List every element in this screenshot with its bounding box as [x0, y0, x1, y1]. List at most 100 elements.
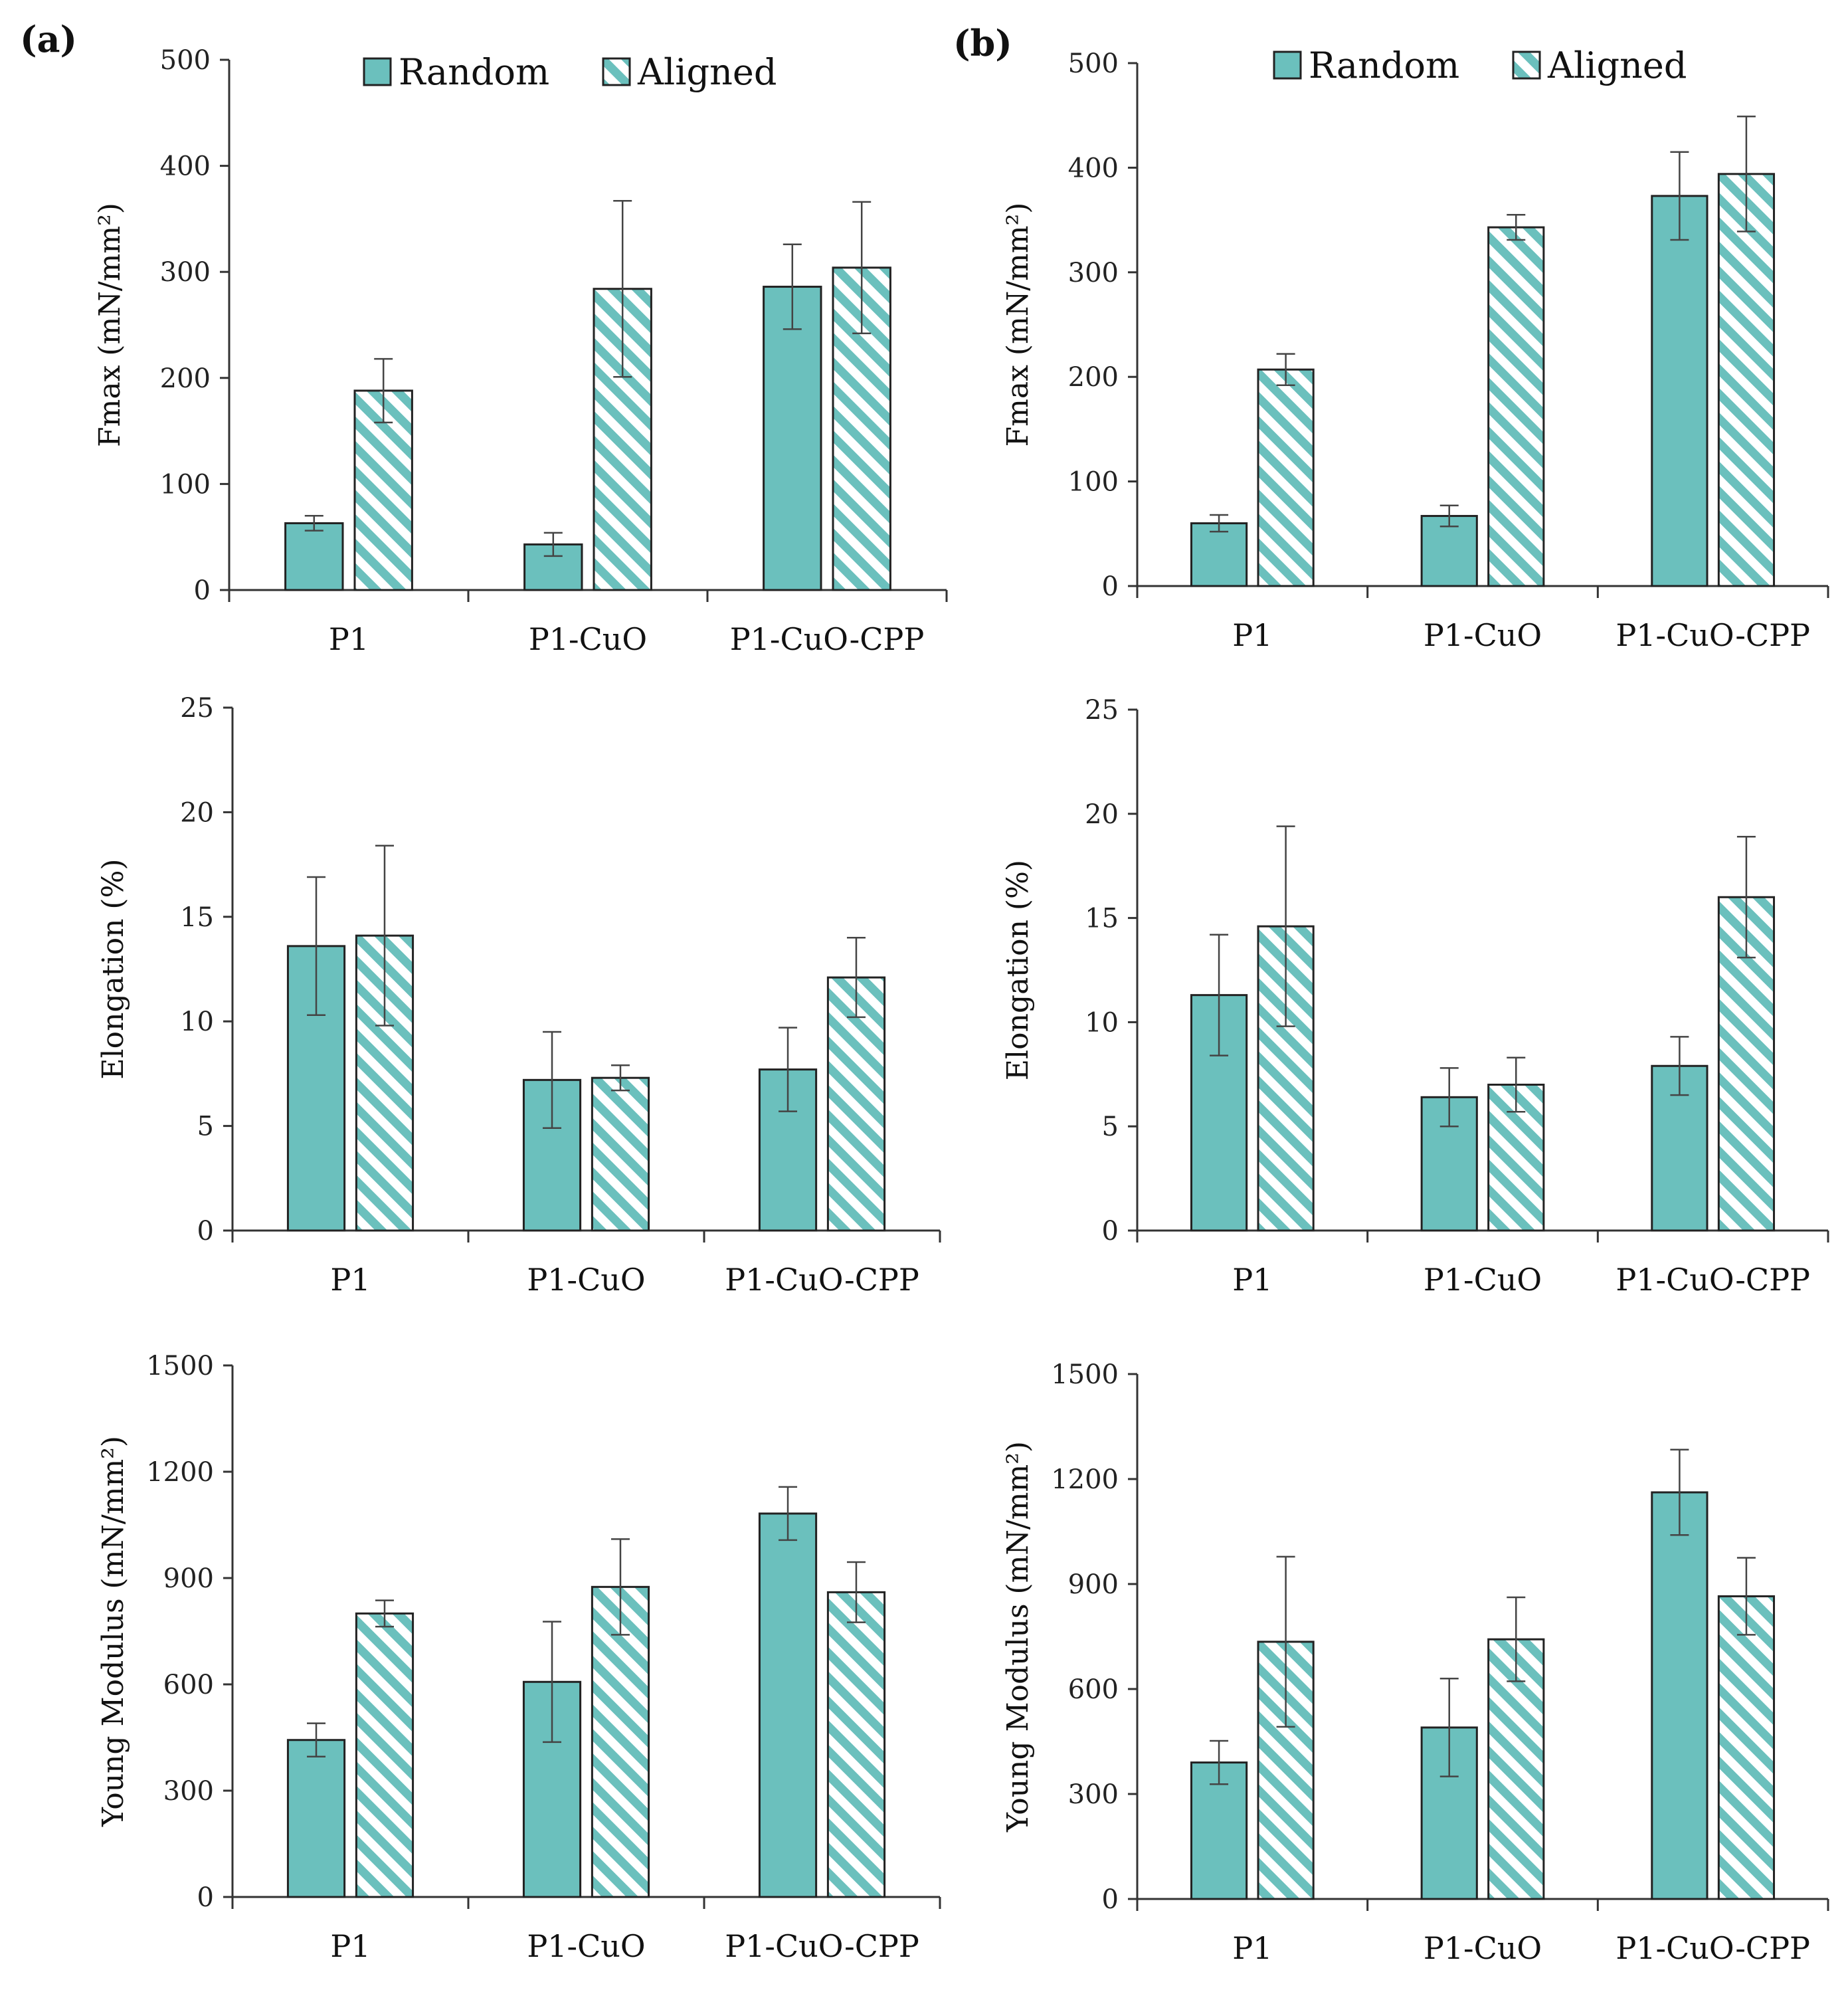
y-tick-label: 20 [180, 797, 214, 828]
bar-aligned [355, 1612, 415, 1898]
x-category-label: P1-CuO [527, 1928, 645, 1964]
bar-aligned [826, 976, 886, 1232]
chart-a-elong: 0 5 10 15 20 25 Elongation (%) P1 P1-CuO P1-CuO-C… [96, 693, 941, 1298]
y-tick-label: 500 [1068, 49, 1119, 79]
y-tick-label: 900 [163, 1563, 214, 1594]
bar-random [1651, 1491, 1709, 1900]
chart-b-young: 0 300 600 900 1200 1500 Young Modulus (mN/mm²)… [1001, 1359, 1829, 1966]
y-tick-label: 10 [180, 1007, 214, 1037]
y-tick-label: 1500 [1051, 1359, 1119, 1390]
bar-random [1651, 195, 1709, 587]
y-tick-label: 600 [163, 1670, 214, 1700]
y-tick-label: 300 [163, 1776, 214, 1807]
x-category-label: P1-CuO-CPP [1616, 617, 1810, 653]
x-category-label: P1 [1232, 1262, 1272, 1298]
y-tick-label: 25 [180, 693, 214, 724]
y-tick-label: 100 [1068, 467, 1119, 498]
legend-a: Random Aligned [363, 51, 777, 93]
x-category-label: P1 [1232, 1930, 1272, 1966]
y-tick-label: 1500 [146, 1351, 214, 1381]
y-tick-label: 5 [1102, 1112, 1119, 1142]
x-category-label: P1 [1232, 617, 1272, 653]
y-tick-label: 300 [1068, 1779, 1119, 1810]
y-axis-title: Young Modulus (mN/mm²) [96, 1436, 130, 1827]
bar-aligned [826, 1591, 886, 1898]
bar-random [1190, 1761, 1248, 1900]
bar-random [1190, 994, 1248, 1232]
y-tick-label: 900 [1068, 1569, 1119, 1600]
y-axis-title: Fmax (mN/mm²) [1001, 203, 1035, 447]
x-category-label: P1-CuO-CPP [730, 621, 925, 657]
panel-label-a: (a) [20, 18, 77, 60]
bar-random [1190, 522, 1248, 587]
y-tick-label: 1200 [146, 1457, 214, 1488]
panel-label-b: (b) [953, 22, 1012, 64]
y-axis-title: Elongation (%) [96, 858, 130, 1079]
y-tick-label: 500 [160, 45, 211, 76]
y-tick-label: 10 [1085, 1007, 1119, 1038]
bar-aligned [591, 1585, 650, 1898]
bar-random [758, 1512, 818, 1898]
y-tick-label: 200 [1068, 362, 1119, 393]
x-category-label: P1-CuO [527, 1262, 645, 1298]
y-tick-label: 15 [1085, 904, 1119, 934]
bar-random [286, 1739, 346, 1898]
y-tick-label: 200 [160, 363, 211, 394]
x-category-label: P1-CuO [1424, 1262, 1542, 1298]
y-tick-label: 100 [160, 469, 211, 500]
y-tick-label: 0 [1102, 1216, 1119, 1246]
x-category-label: P1-CuO-CPP [1616, 1930, 1810, 1966]
legend-a-aligned-swatch [602, 57, 631, 86]
x-category-label: P1 [330, 1928, 370, 1964]
y-tick-label: 0 [194, 575, 211, 606]
x-category-label: P1 [329, 621, 369, 657]
x-category-label: P1 [330, 1262, 370, 1298]
legend-b-aligned-label: Aligned [1547, 45, 1687, 86]
x-category-label: P1-CuO-CPP [725, 1928, 919, 1964]
y-axis-title: Elongation (%) [1001, 860, 1035, 1080]
y-axis-title: Fmax (mN/mm²) [93, 203, 127, 447]
bar-random [1420, 515, 1478, 587]
bar-aligned [1257, 368, 1315, 587]
bar-aligned [1717, 173, 1776, 587]
x-category-label: P1-CuO-CPP [725, 1262, 919, 1298]
y-tick-label: 25 [1085, 695, 1119, 726]
y-tick-label: 0 [1102, 571, 1119, 602]
bar-aligned [591, 1076, 650, 1232]
y-tick-label: 400 [1068, 153, 1119, 183]
legend-a-aligned-label: Aligned [637, 51, 777, 93]
legend-b-random-swatch [1273, 50, 1302, 80]
y-tick-label: 300 [160, 257, 211, 288]
x-category-label: P1-CuO [1424, 617, 1542, 653]
chart-a-young: 0 300 600 900 1200 1500 Young Modulus (mN/mm²)… [96, 1351, 941, 1964]
legend-a-random-label: Random [399, 51, 549, 93]
chart-a-fmax: 0 100 200 300 400 500 Fmax (mN/mm²) P1 P1-CuO P1-… [93, 45, 948, 657]
y-tick-label: 5 [197, 1112, 214, 1142]
legend-b: Random Aligned [1273, 45, 1687, 86]
x-category-label: P1-CuO [529, 621, 647, 657]
y-tick-label: 400 [160, 151, 211, 182]
y-tick-label: 1200 [1051, 1464, 1119, 1495]
x-category-label: P1-CuO [1424, 1930, 1542, 1966]
legend-a-random-swatch [363, 57, 392, 86]
legend-b-random-label: Random [1309, 45, 1459, 86]
bar-aligned [1717, 1595, 1776, 1900]
y-tick-label: 20 [1085, 799, 1119, 830]
bar-random [763, 286, 822, 591]
y-tick-label: 300 [1068, 258, 1119, 288]
bar-random [1420, 1096, 1478, 1232]
bar-random [284, 522, 344, 591]
legend-b-aligned-swatch [1512, 50, 1541, 80]
bar-aligned [353, 389, 413, 591]
y-tick-label: 0 [197, 1882, 214, 1913]
y-tick-label: 0 [1102, 1884, 1119, 1915]
bar-aligned [1487, 1638, 1545, 1900]
y-tick-label: 15 [180, 902, 214, 933]
y-tick-label: 600 [1068, 1674, 1119, 1705]
y-tick-label: 0 [197, 1216, 214, 1246]
x-category-label: P1-CuO-CPP [1616, 1262, 1810, 1298]
chart-b-fmax: 0 100 200 300 400 500 Fmax (mN/mm²) P1 P1-CuO P1-… [1001, 49, 1829, 653]
y-axis-title: Young Modulus (mN/mm²) [1001, 1441, 1035, 1833]
